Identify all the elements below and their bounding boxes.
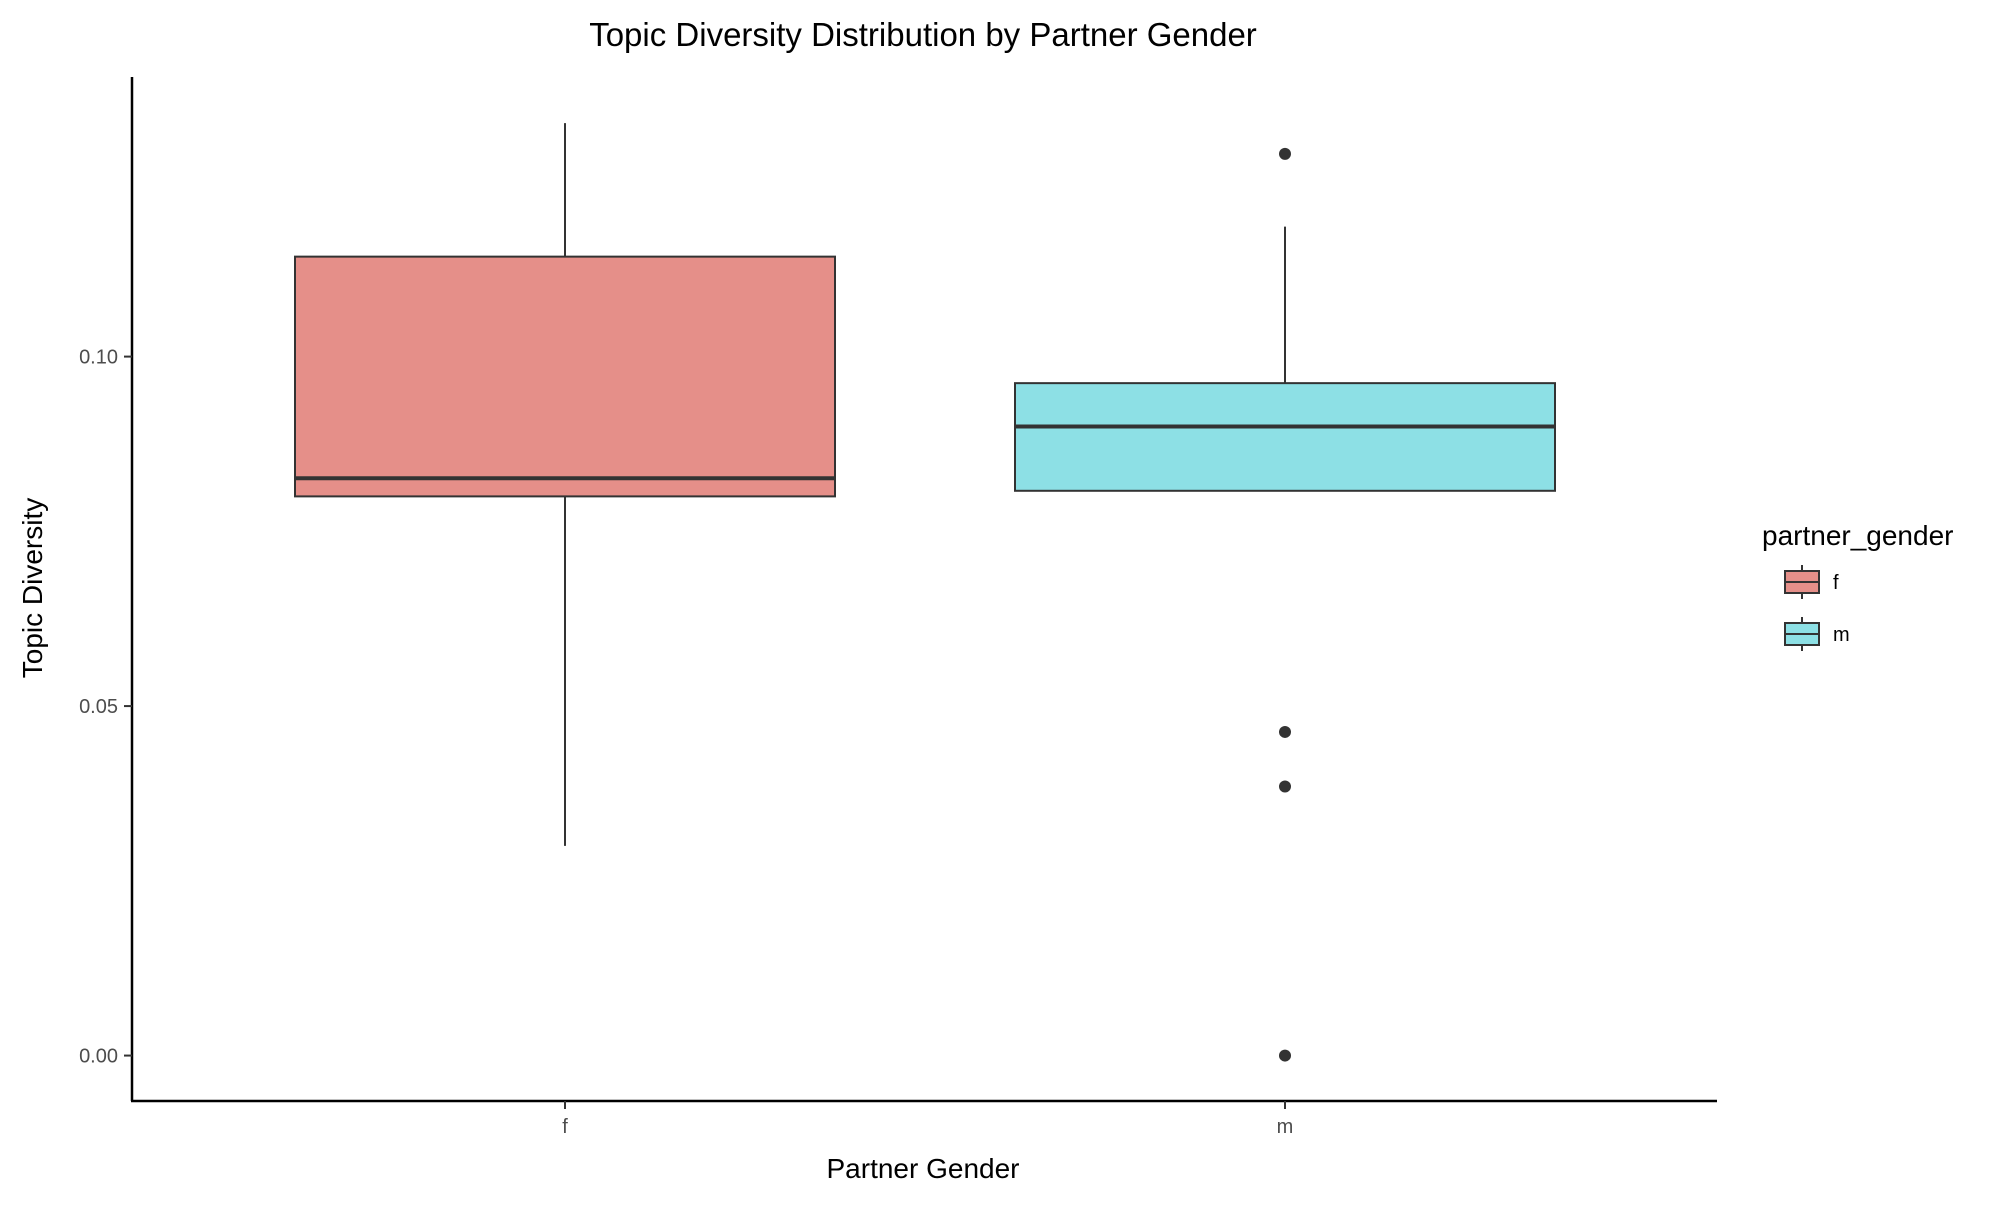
x-axis-title: Partner Gender xyxy=(827,1153,1020,1184)
box-body-f xyxy=(294,255,836,498)
y-tick-label: 0.00 xyxy=(79,1046,118,1068)
y-axis-ticks: 0.00 0.05 0.10 xyxy=(79,347,132,1068)
legend-label: m xyxy=(1833,624,1850,646)
outlier-point-m-0 xyxy=(1279,147,1291,160)
outlier-point-m-1 xyxy=(1279,725,1291,738)
x-tick-label: m xyxy=(1277,1116,1294,1138)
y-axis-title: Topic Diversity xyxy=(17,498,48,678)
y-tick-label: 0.10 xyxy=(79,347,118,369)
legend-title: partner_gender xyxy=(1762,520,1953,551)
legend: partner_gender fm xyxy=(1762,520,1953,651)
plot-area xyxy=(294,123,1556,1062)
outlier-point-m-2 xyxy=(1279,780,1291,793)
box-f xyxy=(294,123,836,846)
outlier-point-m-3 xyxy=(1279,1049,1291,1062)
legend-item-m: m xyxy=(1784,617,1850,651)
x-tick-label: f xyxy=(562,1116,568,1138)
chart-title: Topic Diversity Distribution by Partner … xyxy=(589,16,1257,53)
y-tick-label: 0.05 xyxy=(79,696,118,718)
legend-item-f: f xyxy=(1784,565,1839,599)
box-m xyxy=(1014,147,1556,1062)
legend-label: f xyxy=(1833,572,1839,594)
legend-entries: fm xyxy=(1784,565,1850,651)
box-body-m xyxy=(1014,382,1556,492)
